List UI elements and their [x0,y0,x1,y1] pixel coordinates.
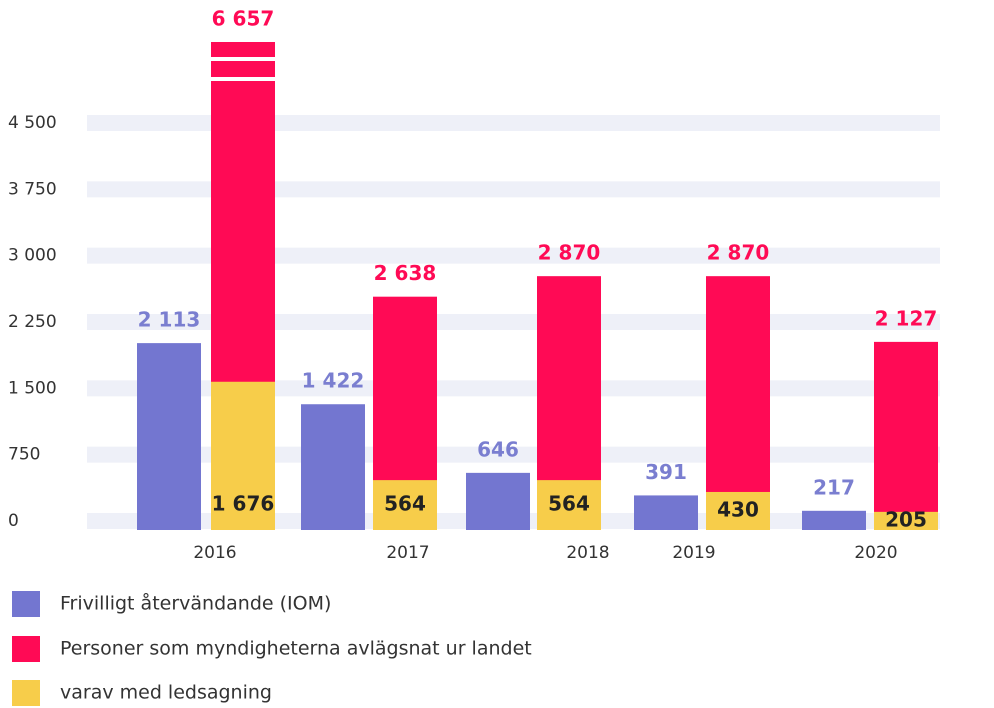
value-label: 564 [384,492,426,516]
grid-band [87,115,940,131]
bar [537,480,601,530]
bar [137,343,201,530]
y-tick-label: 1 500 [8,378,57,398]
bar [211,381,275,530]
y-tick-label: 750 [8,445,40,465]
bar [466,472,530,530]
value-label: 6 657 [212,7,275,31]
value-label: 564 [548,492,590,516]
x-tick-label: 2019 [672,543,715,563]
y-tick-label: 4 500 [8,113,57,133]
legend-swatch [12,636,40,662]
bar [874,511,938,530]
grid-band [87,181,940,198]
legend-label: Frivilligt återvändande (IOM) [60,592,331,615]
bar [634,495,698,530]
grid-band [87,247,940,264]
value-label: 2 870 [538,241,601,265]
value-label: 1 676 [212,492,275,516]
axis-break [211,57,275,61]
x-tick-label: 2017 [386,543,429,563]
legend-swatch [12,680,40,706]
x-tick-label: 2016 [193,543,236,563]
bar [301,404,365,530]
bar [373,480,437,530]
y-tick-label: 3 000 [8,246,57,266]
y-tick-label: 3 750 [8,179,57,199]
y-tick-label: 2 250 [8,312,57,332]
x-tick-label: 2020 [854,543,897,563]
value-label: 217 [813,475,855,499]
y-tick-label: 0 [8,511,19,531]
bar [874,341,938,530]
axis-break [211,77,275,81]
value-label: 646 [477,437,519,461]
bar [706,276,770,530]
x-tick-label: 2018 [566,543,609,563]
value-label: 205 [885,507,927,531]
legend-label: Personer som myndigheterna avlägsnat ur … [60,638,532,660]
value-label: 1 422 [302,369,365,393]
bar [802,510,866,530]
value-label: 2 127 [875,306,938,330]
bar [706,491,770,530]
value-label: 2 113 [138,308,201,332]
value-label: 2 870 [707,241,770,265]
value-label: 2 638 [374,261,437,285]
value-label: 391 [645,460,687,484]
legend-swatch [12,591,40,617]
value-label: 430 [717,497,759,521]
legend-label: varav med ledsagning [60,682,272,704]
